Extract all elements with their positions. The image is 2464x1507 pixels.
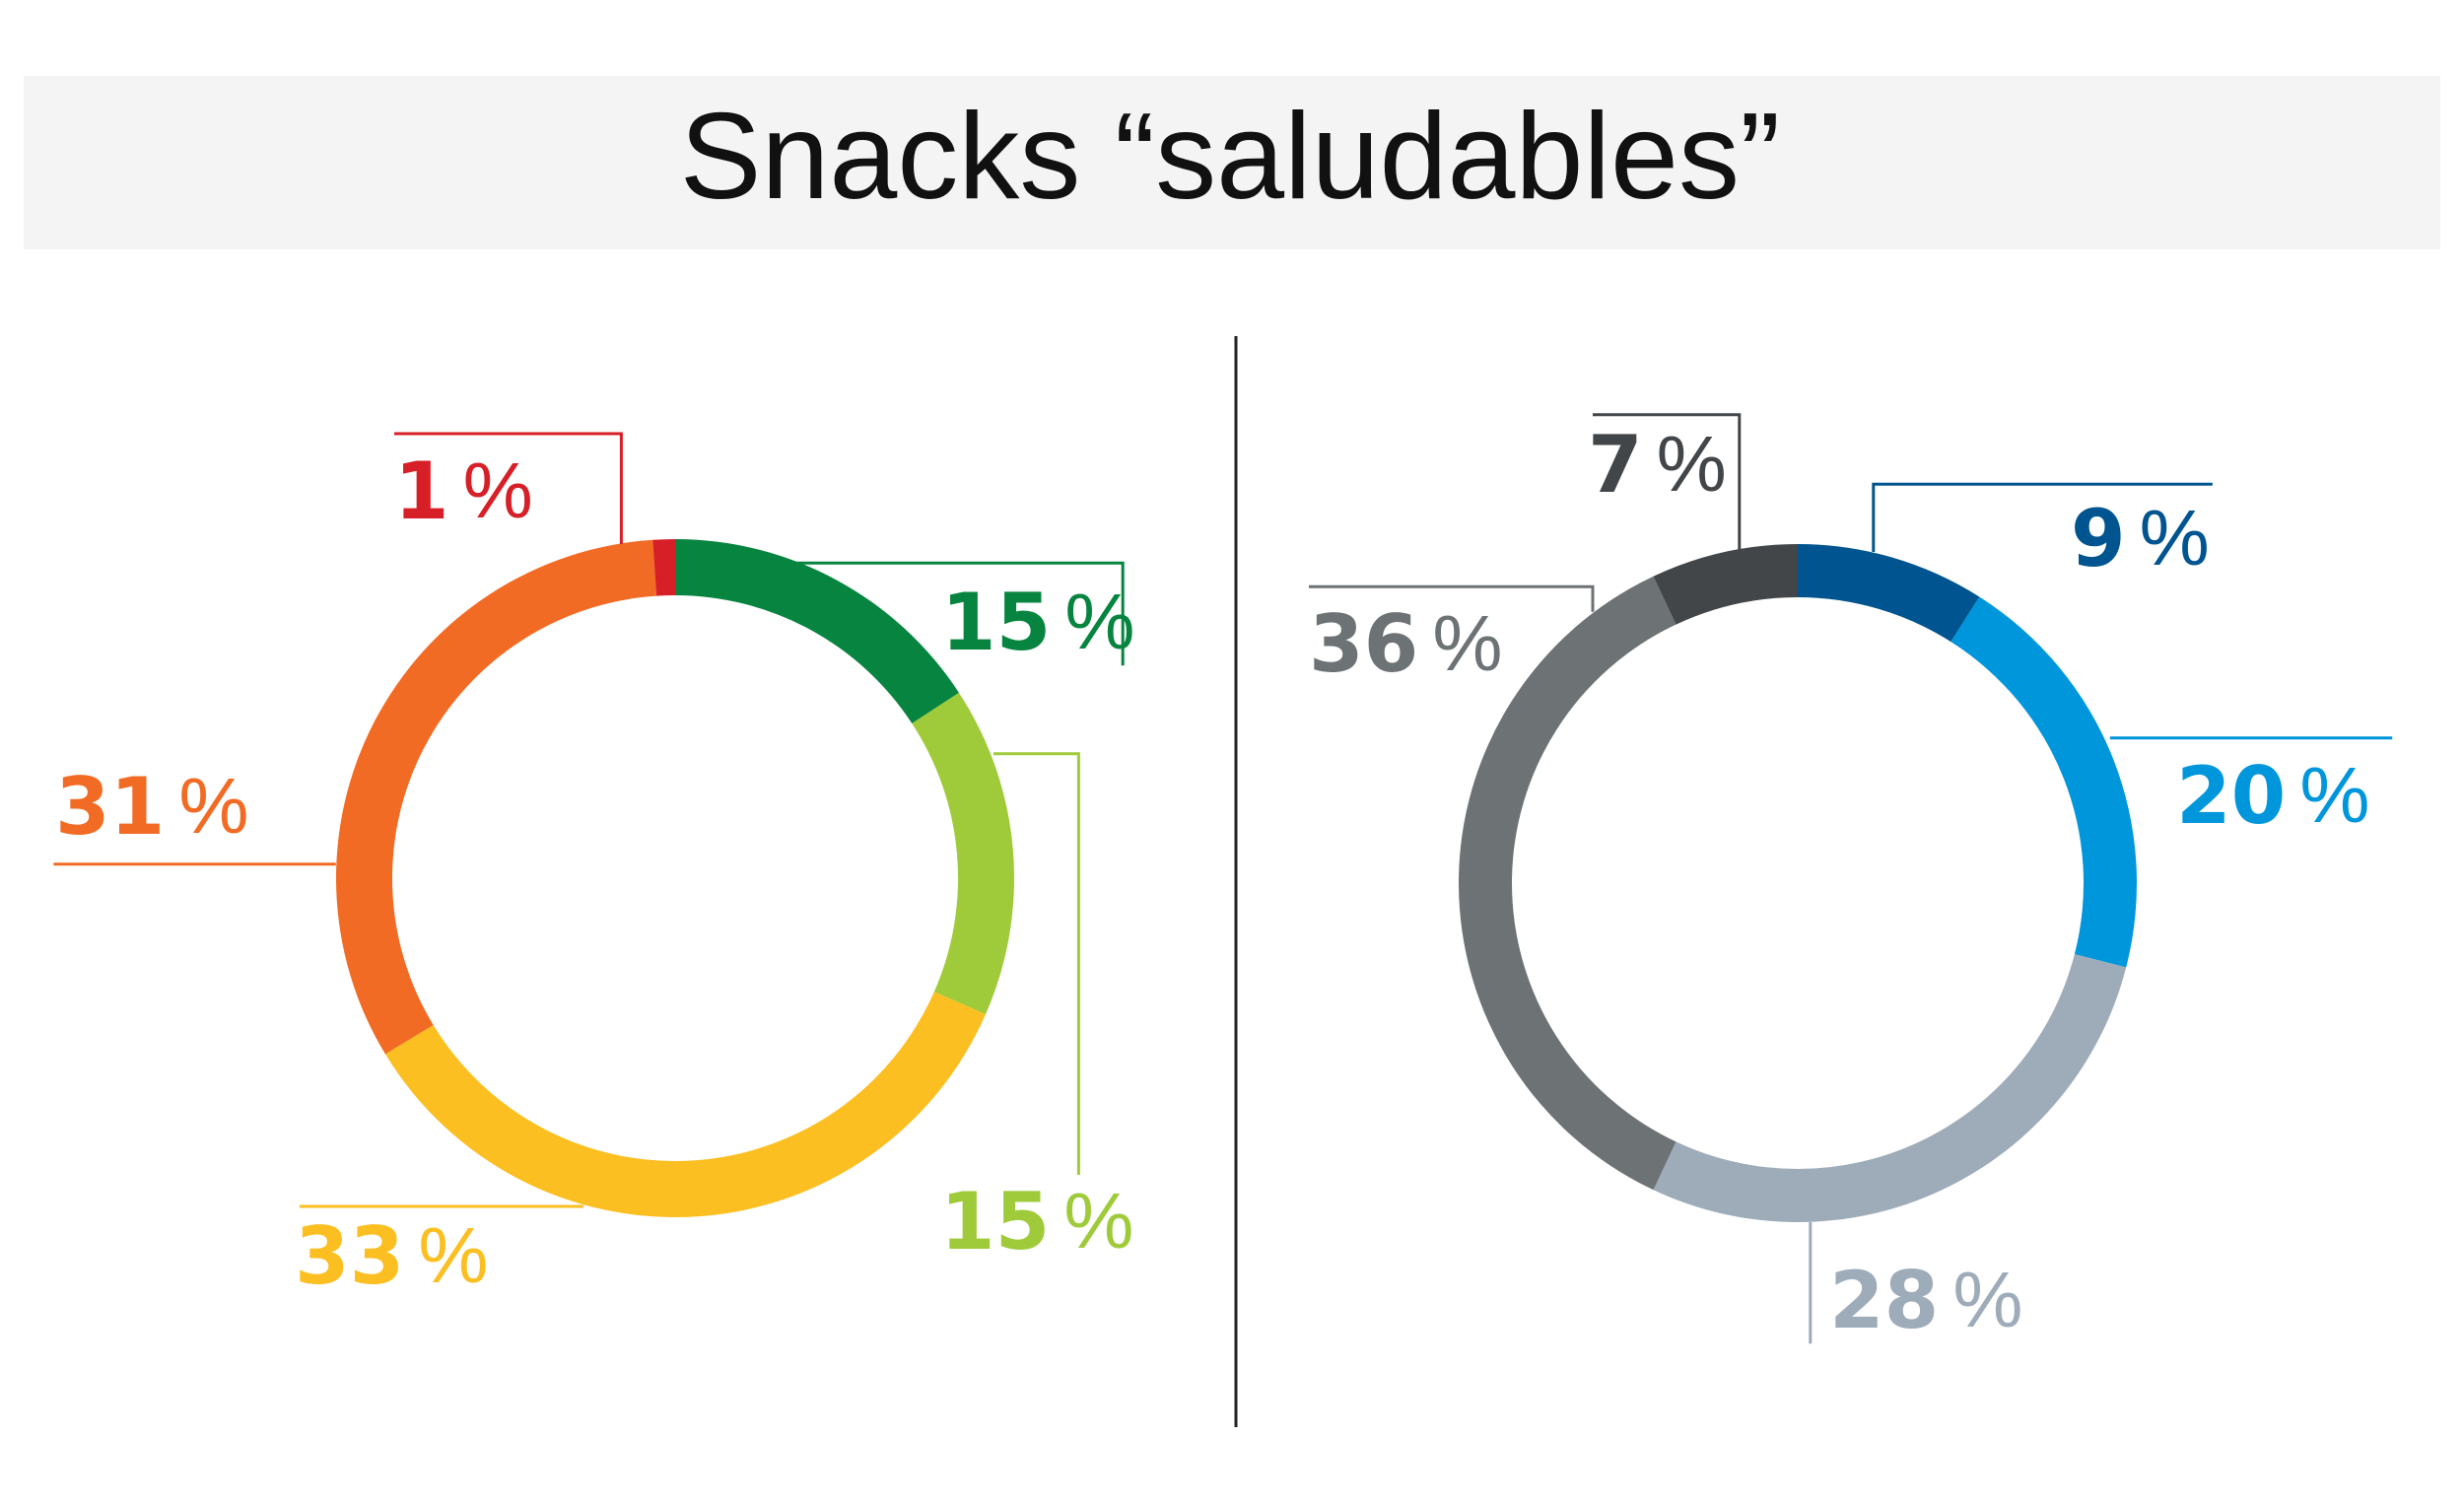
donut-segment (1653, 954, 2127, 1222)
value-label: 31% (55, 761, 248, 853)
value-label: 20% (2176, 750, 2369, 842)
label-unit: % (1952, 1256, 2022, 1343)
leader-line (1309, 584, 1595, 612)
label-number: 15 (940, 1176, 1050, 1267)
title: Snacks “saludables” (680, 89, 1781, 225)
donut-segment (1798, 544, 1980, 643)
donut-segment (384, 992, 987, 1217)
value-label: 1% (394, 445, 533, 537)
label-number: 36 (1309, 598, 1418, 690)
leader-line (1872, 482, 2213, 552)
label-number: 7 (1588, 419, 1643, 511)
label-unit: % (1063, 1177, 1133, 1265)
label-unit: % (1064, 578, 1134, 665)
label-unit: % (463, 446, 533, 534)
label-number: 1 (394, 445, 449, 537)
donut-segment (336, 539, 657, 1055)
label-unit: % (418, 1211, 488, 1299)
donut-segment (912, 692, 1015, 1015)
donut-segment (652, 539, 675, 596)
donut-segment (1459, 576, 1677, 1191)
donut-segment (1951, 596, 2137, 968)
label-unit: % (2299, 751, 2369, 839)
label-unit: % (1432, 599, 1502, 687)
donut-segment (1653, 544, 1798, 625)
label-number: 33 (295, 1210, 404, 1302)
donut-segment (675, 539, 959, 724)
value-label: 36% (1309, 598, 1502, 690)
value-label: 15% (940, 1176, 1133, 1267)
value-label: 15% (941, 577, 1134, 668)
value-label: 33% (295, 1210, 488, 1302)
label-number: 15 (941, 577, 1051, 668)
label-number: 9 (2071, 493, 2126, 584)
label-unit: % (2140, 494, 2210, 582)
leader-line (1593, 413, 1742, 552)
label-unit: % (178, 762, 248, 850)
leader-line (674, 561, 1125, 666)
value-label: 7% (1588, 419, 1727, 511)
label-number: 28 (1829, 1255, 1939, 1346)
value-label: 9% (2071, 493, 2210, 584)
title-band (24, 76, 2440, 249)
label-number: 20 (2176, 750, 2286, 842)
label-unit: % (1657, 420, 1727, 508)
leader-line (993, 752, 1080, 1175)
label-number: 31 (55, 761, 165, 853)
value-label: 28% (1829, 1255, 2022, 1346)
leader-line (394, 432, 623, 544)
